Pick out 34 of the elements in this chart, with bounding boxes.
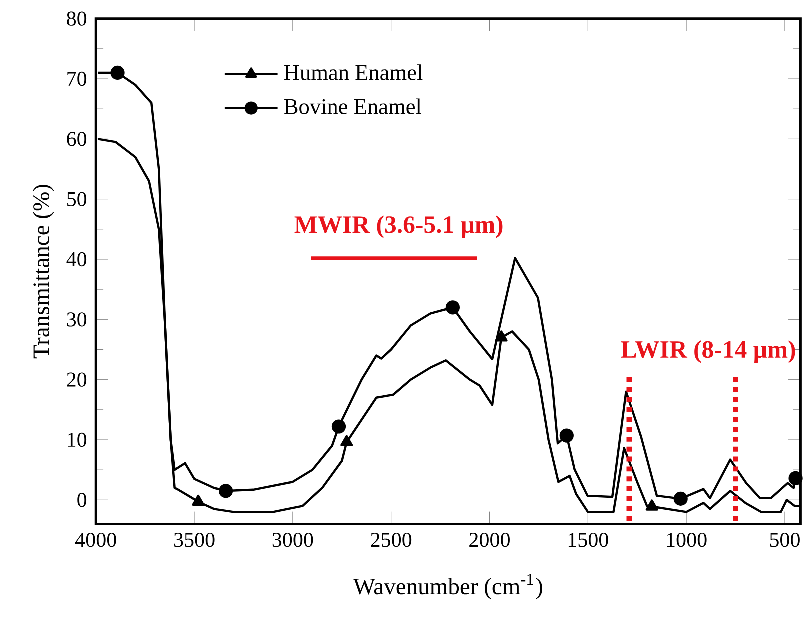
point — [560, 428, 574, 443]
y-tick-label: 50 — [68, 192, 87, 206]
point — [332, 420, 346, 434]
point — [646, 500, 658, 511]
annotation: LWIR (8-14 μm) — [621, 340, 796, 363]
y-tick-label: 0 — [78, 492, 87, 508]
x-tick-label: 2500 — [371, 532, 412, 548]
legend-label: Bovine Enamel — [284, 98, 422, 114]
x-tick-label: 4000 — [75, 532, 116, 548]
x-tick-label: 3000 — [272, 532, 314, 548]
point — [340, 435, 354, 446]
x-axis-title: Wavenumber (cm$^{-1}$) — [353, 574, 542, 600]
point — [495, 330, 508, 342]
y-tick-label: 80 — [67, 12, 87, 26]
point — [788, 471, 803, 486]
y-tick-label: 30 — [67, 312, 87, 327]
y-tick-label: 70 — [68, 72, 87, 86]
y-axis-title: Transmittance (%) — [32, 184, 54, 358]
x-tick-label: 500 — [770, 532, 800, 548]
point — [192, 494, 205, 506]
x-tick-label: 2000 — [470, 532, 510, 548]
x-tick-label: 1000 — [667, 532, 707, 548]
point — [218, 484, 234, 498]
y-tick-label: 40 — [66, 252, 87, 266]
legend-label: Human Enamel — [284, 64, 423, 80]
y-tick-label: 60 — [67, 132, 87, 146]
annotation: MWIR (3.6-5.1 μm) — [294, 216, 503, 238]
y-tick-label: 20 — [67, 372, 87, 387]
x-tick-label: 3500 — [174, 532, 215, 548]
y-tick-label: 10 — [68, 432, 87, 447]
x-tick-label: 1500 — [568, 532, 608, 548]
point — [674, 492, 688, 506]
point — [446, 300, 460, 315]
point — [110, 66, 125, 80]
